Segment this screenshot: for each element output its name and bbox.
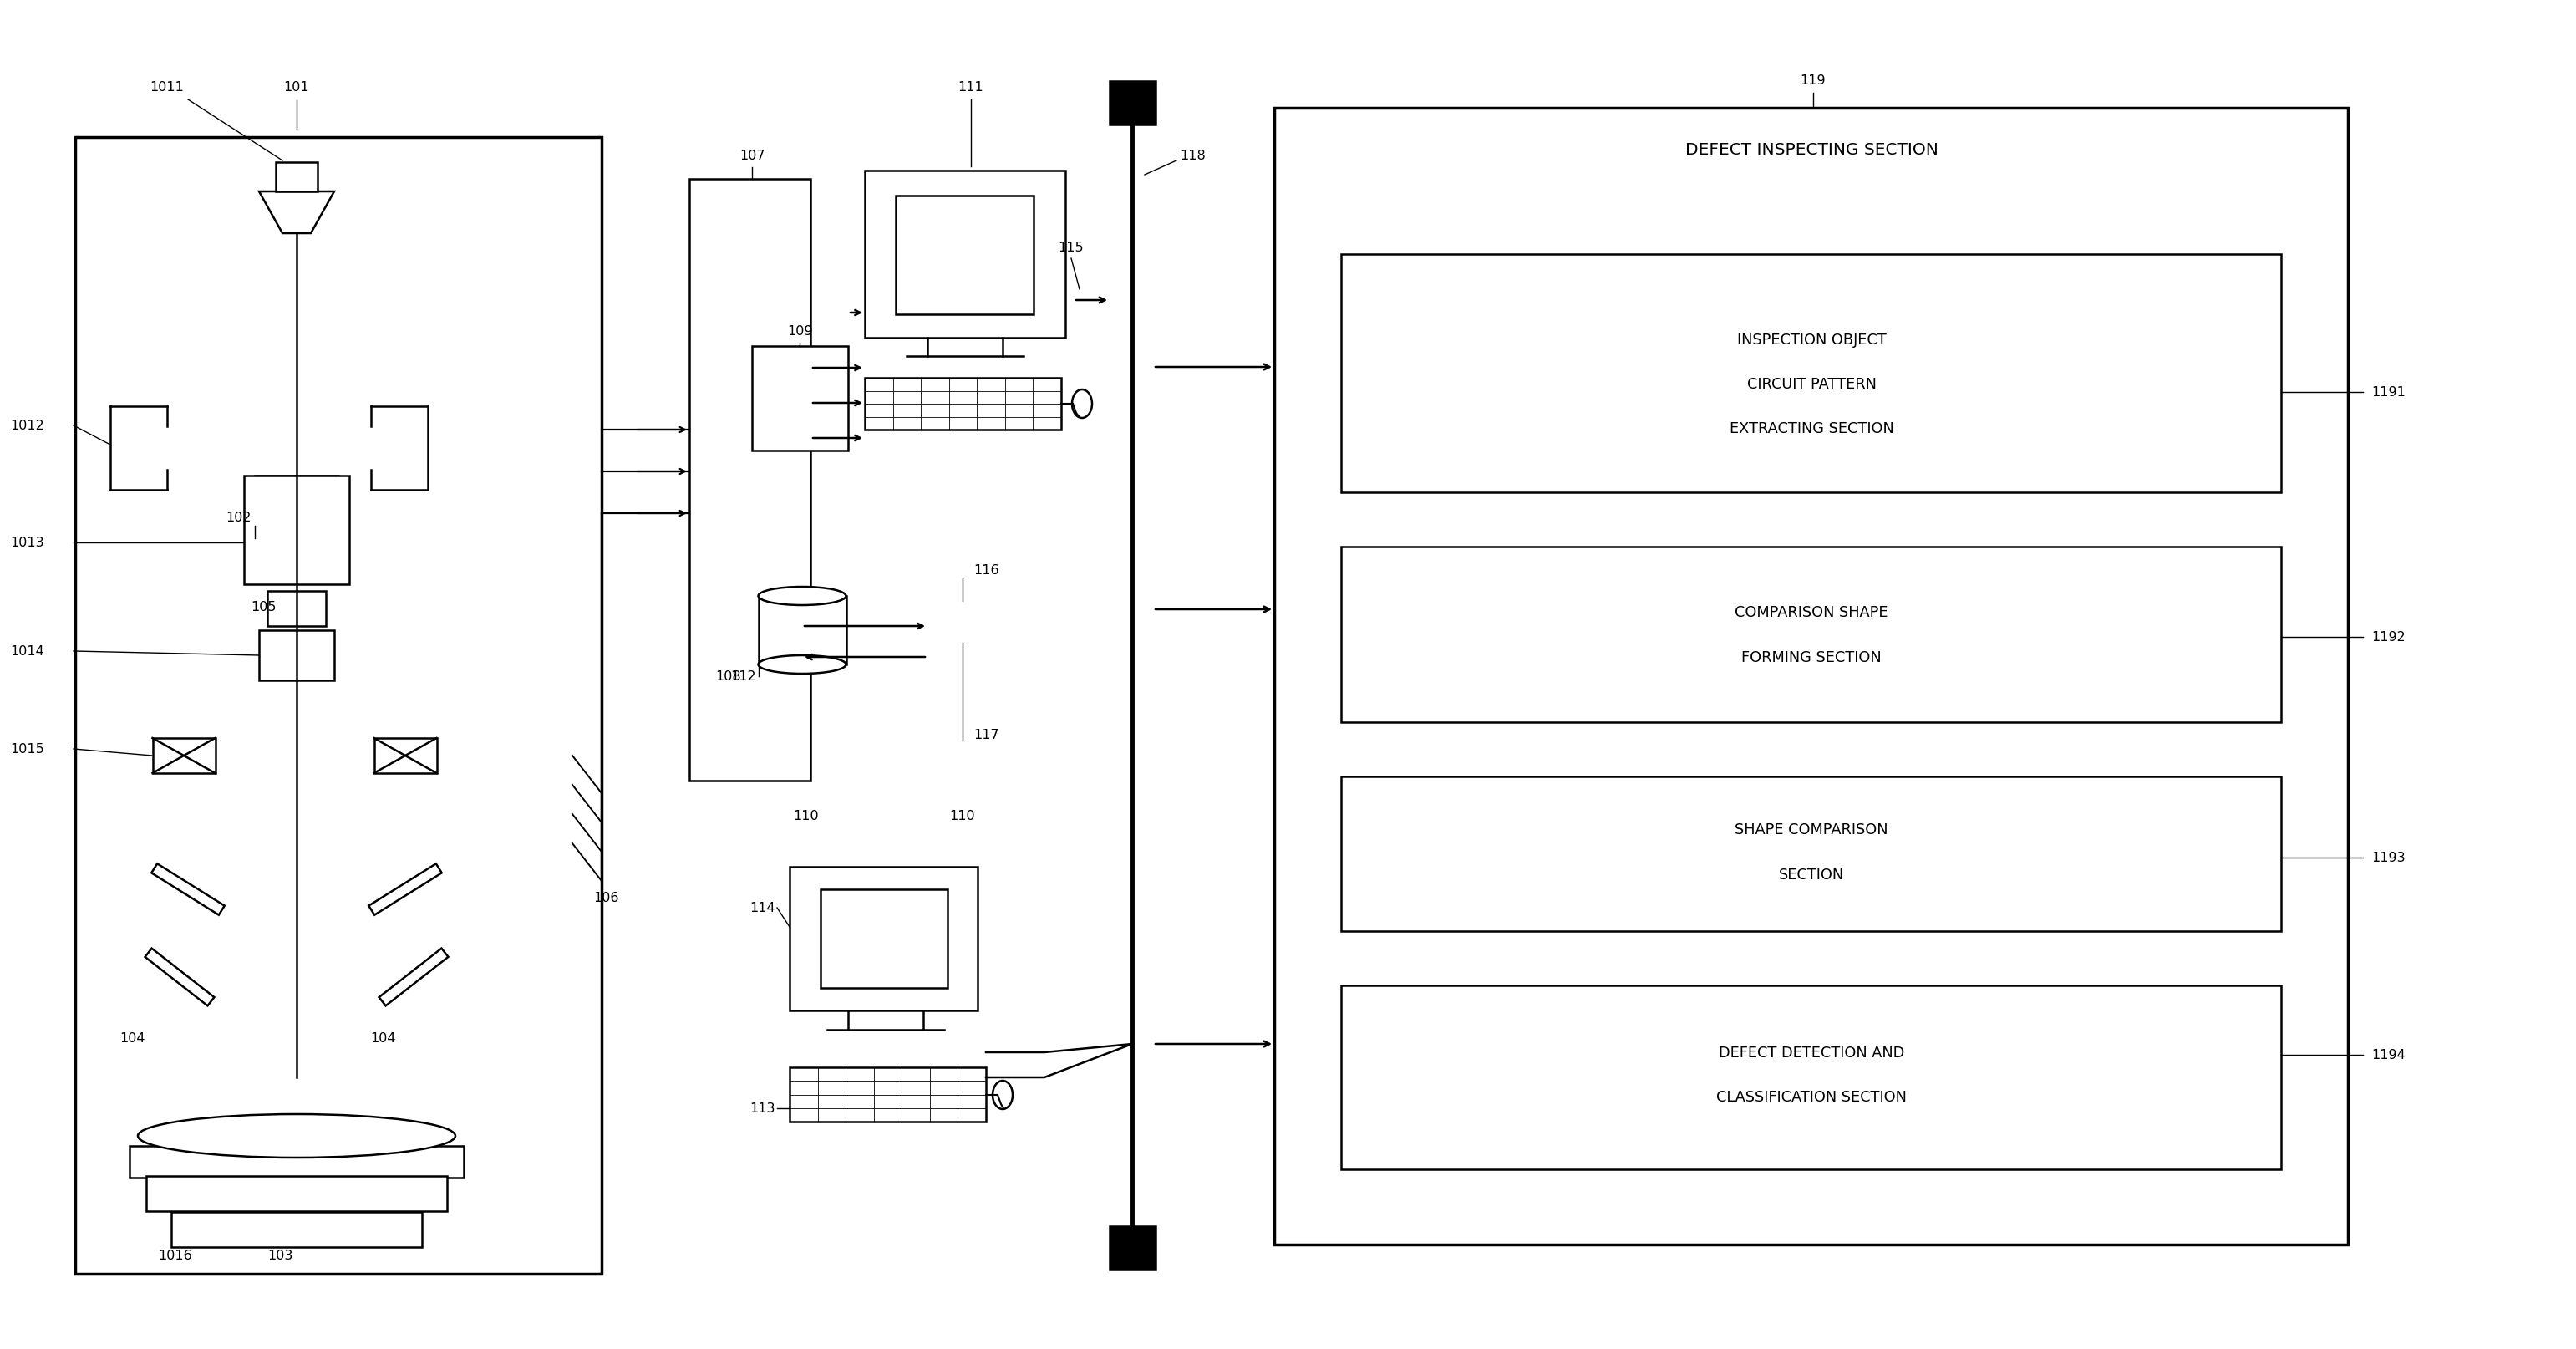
Polygon shape — [260, 192, 335, 233]
FancyBboxPatch shape — [1342, 777, 2282, 931]
Text: 114: 114 — [750, 901, 775, 915]
Text: 1191: 1191 — [2372, 386, 2406, 399]
Text: SECTION: SECTION — [1780, 867, 1844, 882]
FancyBboxPatch shape — [791, 867, 979, 1010]
FancyBboxPatch shape — [260, 630, 335, 681]
Text: EXTRACTING SECTION: EXTRACTING SECTION — [1728, 421, 1893, 436]
Text: 117: 117 — [974, 728, 999, 742]
Text: FORMING SECTION: FORMING SECTION — [1741, 650, 1880, 665]
Text: 110: 110 — [793, 809, 819, 823]
Text: 110: 110 — [951, 809, 976, 823]
FancyBboxPatch shape — [268, 591, 327, 626]
Text: 104: 104 — [371, 1032, 397, 1044]
Text: 1193: 1193 — [2372, 851, 2406, 865]
Text: DEFECT INSPECTING SECTION: DEFECT INSPECTING SECTION — [1685, 143, 1937, 158]
Text: DEFECT DETECTION AND: DEFECT DETECTION AND — [1718, 1045, 1904, 1060]
Ellipse shape — [757, 587, 845, 606]
FancyBboxPatch shape — [245, 476, 350, 584]
Text: SHAPE COMPARISON: SHAPE COMPARISON — [1734, 822, 1888, 836]
Text: 109: 109 — [786, 325, 811, 337]
FancyBboxPatch shape — [866, 171, 1066, 339]
FancyBboxPatch shape — [1342, 986, 2282, 1170]
Polygon shape — [276, 163, 317, 192]
FancyBboxPatch shape — [752, 347, 848, 451]
FancyBboxPatch shape — [255, 476, 337, 552]
Ellipse shape — [992, 1081, 1012, 1109]
Polygon shape — [144, 948, 214, 1006]
Text: 112: 112 — [732, 670, 757, 683]
Ellipse shape — [139, 1114, 456, 1157]
Text: 107: 107 — [739, 150, 765, 162]
Polygon shape — [152, 863, 224, 915]
Text: 102: 102 — [224, 511, 250, 525]
Text: 118: 118 — [1180, 150, 1206, 162]
FancyBboxPatch shape — [822, 889, 948, 989]
FancyBboxPatch shape — [1342, 548, 2282, 723]
Polygon shape — [368, 863, 440, 915]
Text: CIRCUIT PATTERN: CIRCUIT PATTERN — [1747, 376, 1875, 391]
FancyBboxPatch shape — [1110, 82, 1157, 125]
Text: INSPECTION OBJECT: INSPECTION OBJECT — [1736, 332, 1886, 348]
FancyBboxPatch shape — [170, 1211, 422, 1246]
Text: 1192: 1192 — [2372, 631, 2406, 643]
FancyBboxPatch shape — [896, 197, 1033, 314]
Text: 108: 108 — [716, 670, 742, 683]
Text: 1015: 1015 — [10, 743, 44, 755]
Text: 104: 104 — [118, 1032, 144, 1044]
Text: COMPARISON SHAPE: COMPARISON SHAPE — [1734, 604, 1888, 619]
FancyBboxPatch shape — [75, 138, 603, 1273]
FancyBboxPatch shape — [866, 378, 1061, 430]
FancyBboxPatch shape — [1342, 255, 2282, 492]
Text: 111: 111 — [958, 81, 984, 94]
Text: 106: 106 — [592, 892, 618, 904]
FancyBboxPatch shape — [152, 738, 216, 773]
Ellipse shape — [1072, 390, 1092, 418]
FancyBboxPatch shape — [129, 1147, 464, 1178]
Text: 1014: 1014 — [10, 645, 44, 658]
Text: 101: 101 — [283, 81, 309, 94]
Ellipse shape — [757, 656, 845, 674]
Text: 1016: 1016 — [160, 1249, 193, 1261]
Text: 1011: 1011 — [149, 81, 185, 94]
FancyBboxPatch shape — [1110, 1226, 1157, 1269]
Text: 113: 113 — [750, 1102, 775, 1114]
Text: 119: 119 — [1801, 74, 1826, 88]
FancyBboxPatch shape — [690, 179, 811, 781]
Text: 1194: 1194 — [2372, 1048, 2406, 1062]
Text: 105: 105 — [250, 602, 276, 614]
Text: 115: 115 — [1059, 241, 1084, 255]
Text: 103: 103 — [268, 1249, 294, 1261]
Text: 116: 116 — [974, 564, 999, 577]
FancyBboxPatch shape — [757, 596, 845, 665]
FancyBboxPatch shape — [374, 738, 435, 773]
FancyBboxPatch shape — [147, 1176, 448, 1211]
Text: CLASSIFICATION SECTION: CLASSIFICATION SECTION — [1716, 1089, 1906, 1105]
Text: 1013: 1013 — [10, 537, 44, 549]
Text: 1012: 1012 — [10, 420, 44, 432]
FancyBboxPatch shape — [1275, 108, 2347, 1245]
FancyBboxPatch shape — [791, 1067, 987, 1122]
Polygon shape — [379, 948, 448, 1006]
